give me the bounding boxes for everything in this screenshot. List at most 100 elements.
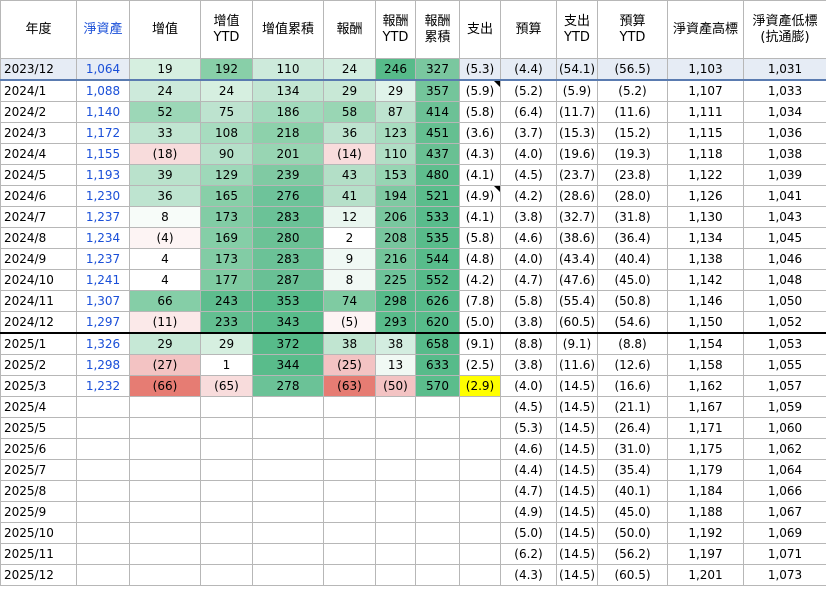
column-header-net-assets-high-target[interactable]: 淨資產高標 <box>667 0 744 59</box>
cell-budget-ytd[interactable]: (28.0) <box>597 185 668 207</box>
cell-return[interactable]: 74 <box>323 290 376 312</box>
cell-budget[interactable]: (4.4) <box>500 459 557 481</box>
cell-year[interactable]: 2024/10 <box>0 269 77 291</box>
cell-net-assets[interactable] <box>76 438 130 460</box>
cell-expense[interactable]: (5.3) <box>459 58 501 81</box>
cell-gain-cumulative[interactable] <box>252 522 324 544</box>
cell-net-assets-high-target[interactable]: 1,162 <box>667 375 744 397</box>
cell-net-assets-low-target[interactable]: 1,039 <box>743 164 826 186</box>
cell-expense-ytd[interactable]: (23.7) <box>556 164 598 186</box>
cell-gain[interactable] <box>129 501 201 523</box>
cell-budget-ytd[interactable]: (56.2) <box>597 543 668 565</box>
cell-gain[interactable] <box>129 564 201 586</box>
cell-expense[interactable] <box>459 417 501 439</box>
cell-return[interactable]: 8 <box>323 269 376 291</box>
cell-budget[interactable]: (3.8) <box>500 354 557 376</box>
cell-return-cumulative[interactable] <box>415 459 460 481</box>
cell-return-ytd[interactable]: 123 <box>375 122 416 144</box>
cell-year[interactable]: 2025/5 <box>0 417 77 439</box>
cell-gain-cumulative[interactable]: 218 <box>252 122 324 144</box>
cell-expense-ytd[interactable]: (28.6) <box>556 185 598 207</box>
cell-gain-ytd[interactable]: 192 <box>200 58 253 81</box>
cell-net-assets-high-target[interactable]: 1,167 <box>667 396 744 418</box>
cell-gain[interactable]: 66 <box>129 290 201 312</box>
cell-net-assets-high-target[interactable]: 1,188 <box>667 501 744 523</box>
cell-budget[interactable]: (4.7) <box>500 480 557 502</box>
cell-expense-ytd[interactable]: (14.5) <box>556 522 598 544</box>
cell-budget[interactable]: (5.8) <box>500 290 557 312</box>
cell-gain-ytd[interactable]: 90 <box>200 143 253 165</box>
cell-gain-ytd[interactable]: 177 <box>200 269 253 291</box>
cell-year[interactable]: 2025/12 <box>0 564 77 586</box>
cell-gain-ytd[interactable]: 233 <box>200 311 253 334</box>
cell-expense-ytd[interactable]: (14.5) <box>556 480 598 502</box>
column-header-net-assets[interactable]: 淨資產 <box>76 0 130 59</box>
cell-return[interactable] <box>323 396 376 418</box>
cell-budget-ytd[interactable]: (23.8) <box>597 164 668 186</box>
cell-expense[interactable]: (4.3) <box>459 143 501 165</box>
cell-net-assets-high-target[interactable]: 1,134 <box>667 227 744 249</box>
cell-budget[interactable]: (8.8) <box>500 332 557 355</box>
cell-gain[interactable]: (4) <box>129 227 201 249</box>
cell-gain-cumulative[interactable]: 287 <box>252 269 324 291</box>
cell-gain-ytd[interactable]: 243 <box>200 290 253 312</box>
cell-budget-ytd[interactable]: (50.8) <box>597 290 668 312</box>
cell-return-cumulative[interactable]: 437 <box>415 143 460 165</box>
cell-net-assets-high-target[interactable]: 1,103 <box>667 58 744 81</box>
cell-year[interactable]: 2024/11 <box>0 290 77 312</box>
cell-gain-ytd[interactable]: 165 <box>200 185 253 207</box>
cell-gain-cumulative[interactable]: 283 <box>252 206 324 228</box>
cell-gain-cumulative[interactable] <box>252 417 324 439</box>
cell-return-ytd[interactable] <box>375 417 416 439</box>
cell-budget[interactable]: (4.4) <box>500 58 557 81</box>
cell-net-assets-high-target[interactable]: 1,122 <box>667 164 744 186</box>
cell-net-assets[interactable]: 1,297 <box>76 311 130 334</box>
cell-budget[interactable]: (4.0) <box>500 248 557 270</box>
cell-net-assets-high-target[interactable]: 1,154 <box>667 332 744 355</box>
cell-gain-cumulative[interactable]: 344 <box>252 354 324 376</box>
cell-net-assets-low-target[interactable]: 1,064 <box>743 459 826 481</box>
cell-return-cumulative[interactable]: 544 <box>415 248 460 270</box>
cell-expense[interactable]: (5.8) <box>459 101 501 123</box>
cell-gain-ytd[interactable] <box>200 417 253 439</box>
cell-net-assets-low-target[interactable]: 1,034 <box>743 101 826 123</box>
cell-gain-ytd[interactable] <box>200 459 253 481</box>
cell-budget-ytd[interactable]: (21.1) <box>597 396 668 418</box>
cell-net-assets[interactable]: 1,193 <box>76 164 130 186</box>
cell-budget[interactable]: (4.3) <box>500 564 557 586</box>
cell-budget[interactable]: (4.9) <box>500 501 557 523</box>
cell-expense-ytd[interactable]: (54.1) <box>556 58 598 81</box>
cell-return-ytd[interactable]: 38 <box>375 332 416 355</box>
cell-expense-ytd[interactable]: (11.6) <box>556 354 598 376</box>
cell-gain[interactable]: 52 <box>129 101 201 123</box>
cell-budget-ytd[interactable]: (12.6) <box>597 354 668 376</box>
cell-return-cumulative[interactable]: 533 <box>415 206 460 228</box>
cell-return-ytd[interactable] <box>375 501 416 523</box>
cell-return-cumulative[interactable] <box>415 522 460 544</box>
cell-net-assets-low-target[interactable]: 1,038 <box>743 143 826 165</box>
cell-budget[interactable]: (4.5) <box>500 164 557 186</box>
cell-net-assets-low-target[interactable]: 1,057 <box>743 375 826 397</box>
cell-year[interactable]: 2025/8 <box>0 480 77 502</box>
cell-return-ytd[interactable] <box>375 459 416 481</box>
cell-net-assets-low-target[interactable]: 1,062 <box>743 438 826 460</box>
cell-gain-ytd[interactable]: 1 <box>200 354 253 376</box>
cell-gain-cumulative[interactable]: 134 <box>252 79 324 102</box>
cell-budget-ytd[interactable]: (19.3) <box>597 143 668 165</box>
cell-return-cumulative[interactable]: 552 <box>415 269 460 291</box>
cell-budget[interactable]: (4.7) <box>500 269 557 291</box>
cell-expense-ytd[interactable]: (15.3) <box>556 122 598 144</box>
cell-gain[interactable]: (27) <box>129 354 201 376</box>
cell-return-ytd[interactable] <box>375 396 416 418</box>
cell-expense[interactable]: (9.1) <box>459 332 501 355</box>
cell-budget-ytd[interactable]: (45.0) <box>597 501 668 523</box>
cell-gain-cumulative[interactable]: 276 <box>252 185 324 207</box>
cell-budget[interactable]: (4.6) <box>500 438 557 460</box>
cell-expense[interactable] <box>459 438 501 460</box>
cell-gain-cumulative[interactable]: 186 <box>252 101 324 123</box>
cell-return[interactable]: 9 <box>323 248 376 270</box>
cell-expense-ytd[interactable]: (43.4) <box>556 248 598 270</box>
cell-net-assets-low-target[interactable]: 1,066 <box>743 480 826 502</box>
cell-gain-ytd[interactable] <box>200 522 253 544</box>
cell-gain-ytd[interactable]: 24 <box>200 79 253 102</box>
